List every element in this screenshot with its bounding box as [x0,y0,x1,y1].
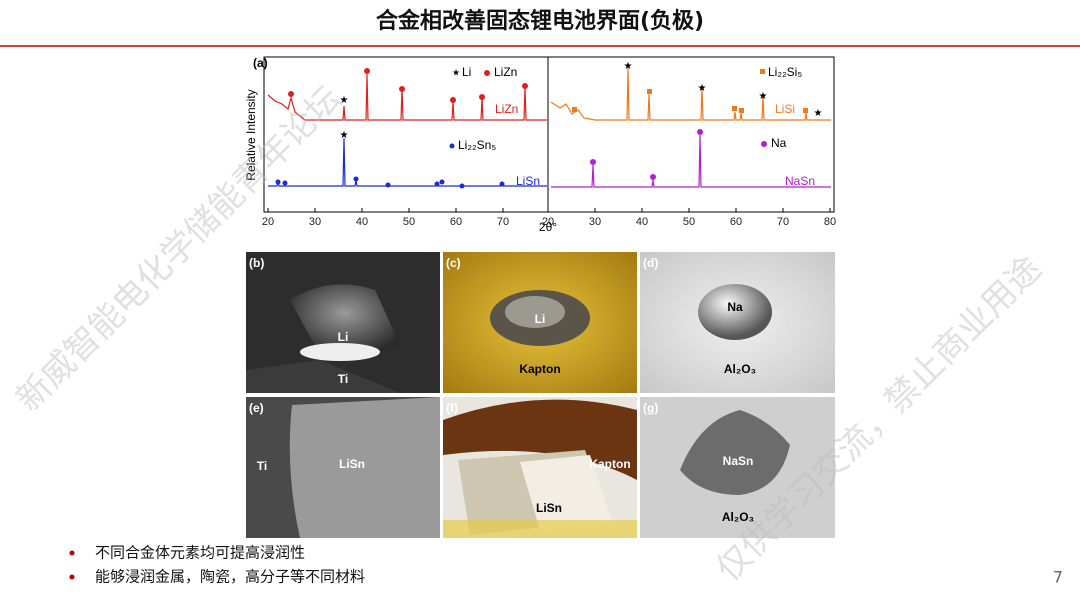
photo-label: LiSn [339,457,365,471]
photo-label: NaSn [723,454,754,468]
bullet-dot [69,574,75,580]
photo-f [443,397,637,538]
svg-text:★: ★ [340,95,349,106]
x-tick-label: 40 [356,216,368,228]
photo-label: Ti [257,459,267,473]
x-axis-label: 2θ° [539,220,557,234]
li-stars: ★ ★ ★ ★ ★ ★ [340,61,823,141]
bullet-dot [69,550,75,556]
photo-label: Kapton [519,362,560,376]
photo-label: Kapton [589,457,630,471]
photo-g [640,397,835,538]
legend-symbol [484,70,490,76]
panel-label: (b) [249,256,264,270]
page-number: 7 [1053,568,1063,587]
lisi-markers [572,89,808,113]
x-tick-label: 60 [730,216,742,228]
x-tick-label: 20 [542,216,554,228]
legend-symbol [761,141,767,147]
lizn-markers [288,68,528,103]
panel-label: (a) [253,56,268,70]
plot-frame [263,56,835,213]
photo-label: Na [727,300,743,314]
slide-title: 合金相改善固态锂电池界面(负极) [376,8,704,34]
x-tick-label: 60 [450,216,462,228]
y-axis-label: Relative Intensity [244,89,258,180]
panel-label: (d) [643,256,658,270]
photo-e [246,397,440,538]
legend-symbol: ★ [452,69,460,79]
x-tick-label: 70 [497,216,509,228]
lisn-markers [275,176,505,189]
legend-symbol [449,143,455,149]
svg-text:★: ★ [698,83,707,94]
legend-entry: Li [462,65,471,79]
svg-text:★: ★ [624,61,633,72]
legend-entry: Na [771,136,787,150]
trace-label: NaSn [785,174,815,188]
panel-label: (f) [446,401,458,415]
panel-label: (e) [249,401,264,415]
trace-label: LiSn [516,174,540,188]
x-tick-label: 80 [824,216,836,228]
legend-entry: Li₂₂Sn₅ [458,138,496,152]
trace-label: LiZn [495,102,518,116]
bullet-text: 能够浸润金属，陶瓷，高分子等不同材料 [95,568,365,586]
x-tick-label: 50 [683,216,695,228]
svg-text:★: ★ [814,108,823,119]
nasn-markers [590,129,703,180]
photo-labels: (b) Li Ti (c) Li Kapton (d) Na Al₂O₃ (e) Ti LiSn (f)… [249,256,756,524]
bullet-text: 不同合金体元素均可提高浸润性 [95,544,305,562]
x-ticks: 20 30 40 50 60 70 20 30 40 50 60 70 80 [262,208,836,228]
panel-label: (c) [446,256,461,270]
legend-symbol [760,69,765,74]
trace-lisi [550,67,831,121]
svg-text:★: ★ [759,91,768,102]
photo-label: Li [535,312,546,326]
x-tick-label: 40 [636,216,648,228]
legend-entry: LiZn [494,65,517,79]
x-tick-label: 70 [777,216,789,228]
x-tick-label: 50 [403,216,415,228]
photo-label: LiSn [536,501,562,515]
trace-label: LiSi [775,102,795,116]
photo-b [246,252,440,393]
svg-text:★: ★ [340,130,349,141]
photo-d [640,252,835,393]
x-tick-label: 30 [309,216,321,228]
photo-label: Al₂O₃ [722,510,754,524]
panel-label: (g) [643,401,658,415]
photo-c [443,252,637,393]
photo-label: Al₂O₃ [724,362,756,376]
legend-entry: Li₂₂Si₅ [768,65,802,79]
photo-label: Ti [338,372,348,386]
photo-label: Li [338,330,349,344]
xrd-plot: ★ ★ ★ ★ ★ ★ (a) Relative Intensity 2θ° ★ Li L… [244,56,836,234]
x-tick-label: 20 [262,216,274,228]
trace-lizn [267,73,547,121]
x-tick-label: 30 [589,216,601,228]
